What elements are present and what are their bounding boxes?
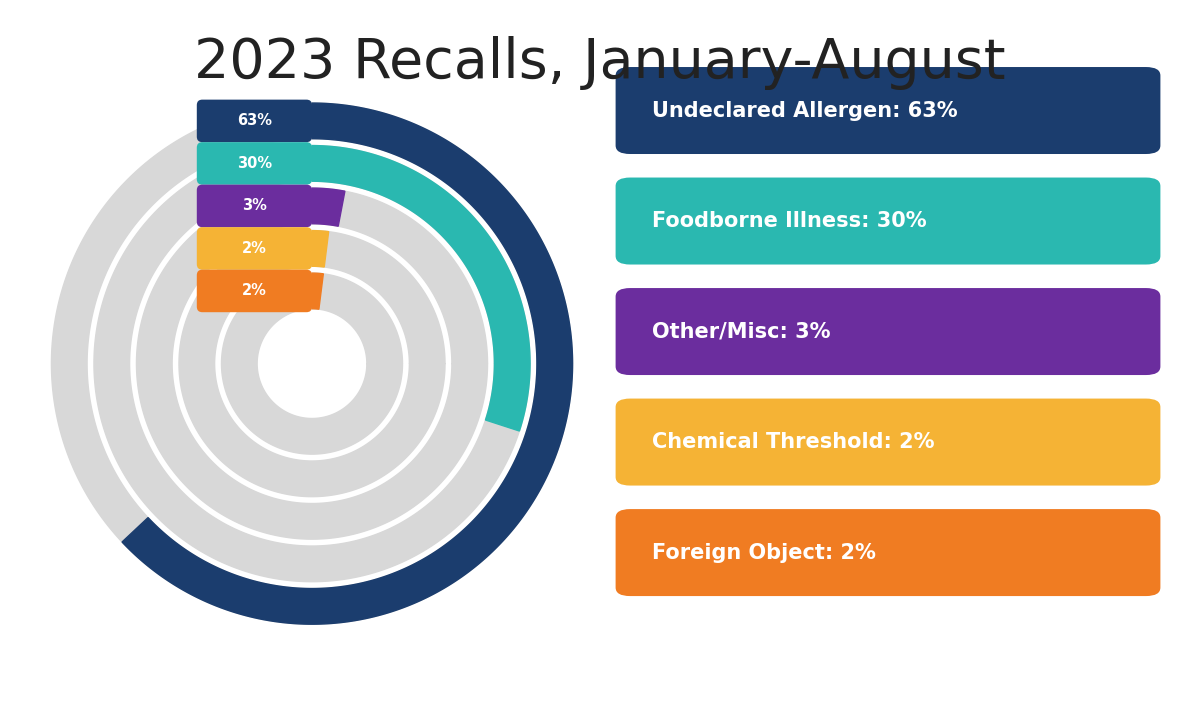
- Text: 63%: 63%: [236, 113, 272, 128]
- Text: Foodborne Illness: 30%: Foodborne Illness: 30%: [652, 211, 926, 231]
- Polygon shape: [222, 273, 402, 454]
- FancyBboxPatch shape: [616, 178, 1160, 265]
- Text: Foreign Object: 2%: Foreign Object: 2%: [652, 543, 876, 563]
- Polygon shape: [94, 145, 530, 582]
- FancyBboxPatch shape: [197, 270, 312, 312]
- Text: Undeclared Allergen: 63%: Undeclared Allergen: 63%: [652, 101, 958, 120]
- Text: 2023 Recalls, January-August: 2023 Recalls, January-August: [194, 36, 1006, 90]
- Polygon shape: [137, 188, 487, 539]
- Text: Chemical Threshold: 2%: Chemical Threshold: 2%: [652, 432, 934, 452]
- Polygon shape: [312, 145, 530, 431]
- Polygon shape: [179, 230, 445, 497]
- Polygon shape: [122, 103, 572, 624]
- Text: Other/Misc: 3%: Other/Misc: 3%: [652, 322, 830, 342]
- Text: 3%: 3%: [242, 198, 266, 213]
- FancyBboxPatch shape: [197, 100, 312, 142]
- FancyBboxPatch shape: [616, 67, 1160, 154]
- FancyBboxPatch shape: [616, 509, 1160, 596]
- FancyBboxPatch shape: [616, 288, 1160, 375]
- Text: 2%: 2%: [242, 284, 266, 299]
- FancyBboxPatch shape: [197, 142, 312, 185]
- Polygon shape: [312, 273, 323, 309]
- Polygon shape: [312, 188, 344, 226]
- Polygon shape: [52, 103, 572, 624]
- Text: 30%: 30%: [236, 156, 272, 171]
- FancyBboxPatch shape: [197, 227, 312, 270]
- FancyBboxPatch shape: [616, 399, 1160, 486]
- FancyBboxPatch shape: [197, 185, 312, 227]
- Polygon shape: [312, 230, 329, 267]
- Text: 2%: 2%: [242, 241, 266, 256]
